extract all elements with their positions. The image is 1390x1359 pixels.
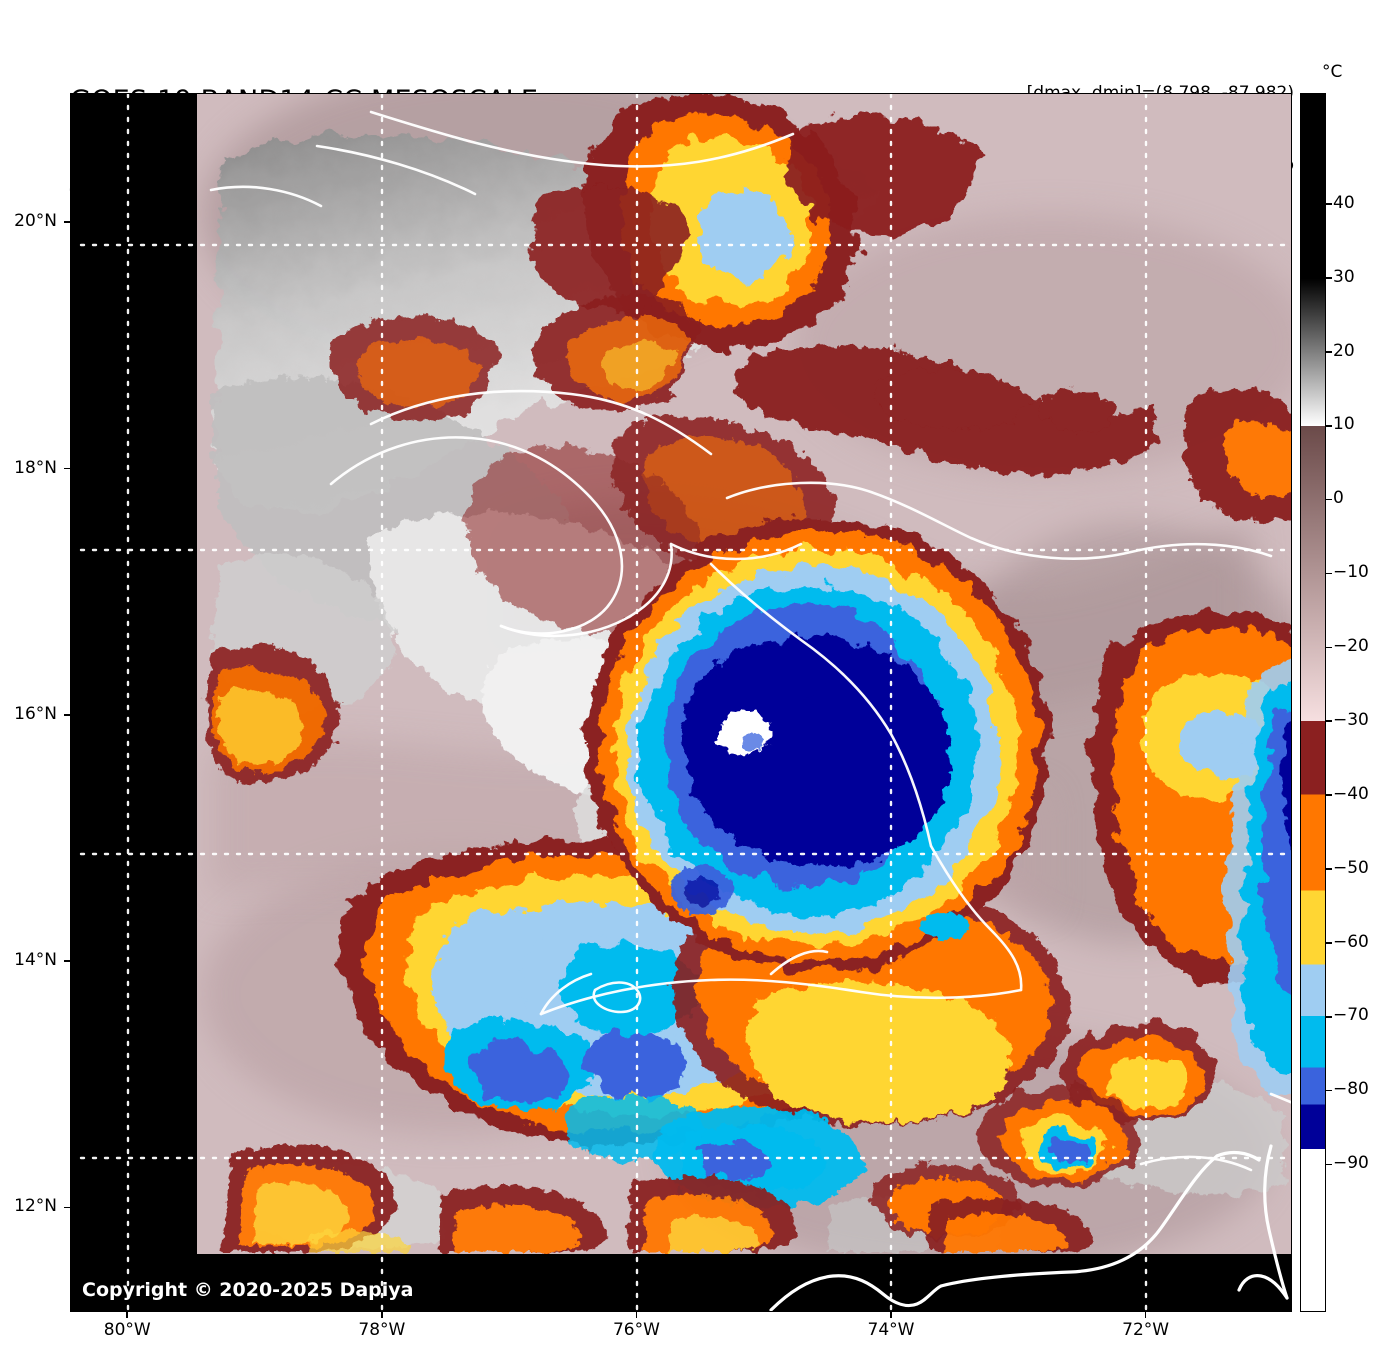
colorbar-tick-label: −10 [1333,562,1369,583]
colorbar-tick-mark [1326,868,1332,870]
colorbar-tick-label: 20 [1333,340,1355,361]
colorbar-tick-label: 30 [1333,266,1355,287]
longitude-tick-label: 72°W [1122,1320,1170,1340]
longitude-tick-label: 76°W [612,1320,660,1340]
colorbar-tick-mark [1326,572,1332,575]
colorbar-tick-mark [1326,942,1332,944]
colorbar-tick-label: 40 [1333,192,1355,213]
colorbar-tick-mark [1326,646,1332,649]
colorbar-tick-label: −40 [1333,783,1369,804]
latitude-tick-label: 12°N [14,1196,57,1217]
colorbar-tick-mark [1326,794,1332,796]
colorbar [1300,93,1326,1312]
colorbar-unit-label: °C [1322,62,1343,82]
latitude-tick-label: 16°N [14,703,57,724]
colorbar-tick-label: −60 [1333,931,1369,952]
colorbar-tick-mark [1326,720,1332,723]
latitude-tick-mark [64,714,70,716]
colorbar-tick-label: −20 [1333,636,1369,657]
colorbar-tick-label: −50 [1333,857,1369,878]
satellite-image-plot[interactable] [70,93,1292,1312]
colorbar-tick-label: 10 [1333,414,1355,435]
longitude-tick-label: 78°W [358,1320,406,1340]
longitude-tick-mark [635,1312,638,1318]
longitude-tick-label: 74°W [867,1320,915,1340]
latitude-tick-mark [64,221,70,224]
colorbar-tick-label: −80 [1333,1079,1369,1100]
colorbar-tick-mark [1326,277,1332,279]
copyright-label: Copyright © 2020-2025 Dapiya [82,1279,414,1301]
colorbar-tick-label: −30 [1333,709,1369,730]
colorbar-tick-mark [1326,1163,1332,1166]
colorbar-tick-label: −90 [1333,1153,1369,1174]
colorbar-tick-mark [1326,351,1332,353]
colorbar-tick-label: 0 [1333,488,1344,509]
colorbar-tick-mark [1326,1089,1332,1092]
satellite-imagery [71,94,1291,1311]
longitude-tick-mark [890,1312,892,1318]
latitude-tick-mark [64,1206,70,1209]
colorbar-tick-mark [1326,498,1332,501]
longitude-tick-mark [126,1312,129,1318]
latitude-tick-mark [64,467,70,470]
longitude-tick-mark [1144,1312,1147,1318]
latitude-tick-label: 14°N [14,950,57,971]
colorbar-tick-label: −70 [1333,1005,1369,1026]
latitude-tick-label: 18°N [14,457,57,478]
colorbar-tick-mark [1326,1015,1332,1018]
colorbar-gradient [1301,94,1325,1311]
colorbar-tick-mark [1326,203,1332,205]
latitude-tick-mark [64,960,70,962]
longitude-tick-mark [381,1312,383,1318]
latitude-tick-label: 20°N [14,211,57,232]
longitude-tick-label: 80°W [103,1320,151,1340]
colorbar-tick-mark [1326,424,1332,427]
